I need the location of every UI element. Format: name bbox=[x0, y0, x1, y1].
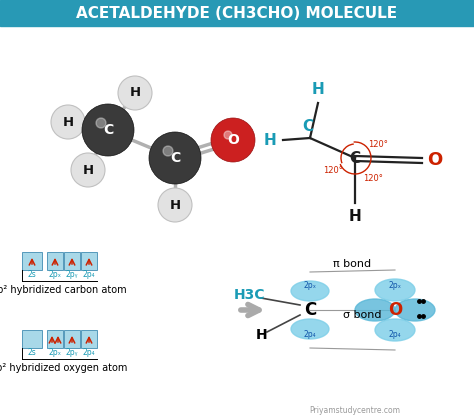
Text: 120°: 120° bbox=[363, 173, 383, 183]
Text: 120°: 120° bbox=[323, 166, 343, 174]
Text: C: C bbox=[103, 123, 113, 137]
Text: sp² hybridized carbon atom: sp² hybridized carbon atom bbox=[0, 285, 127, 295]
Text: H: H bbox=[169, 199, 181, 212]
Circle shape bbox=[118, 76, 152, 110]
Text: O: O bbox=[227, 133, 239, 147]
Text: ACETALDEHYDE (CH3CHO) MOLECULE: ACETALDEHYDE (CH3CHO) MOLECULE bbox=[76, 5, 398, 21]
Text: H3C: H3C bbox=[234, 288, 266, 302]
Circle shape bbox=[211, 118, 255, 162]
Circle shape bbox=[51, 105, 85, 139]
Circle shape bbox=[82, 104, 134, 156]
Text: 2pᵧ: 2pᵧ bbox=[66, 347, 78, 357]
Text: H: H bbox=[82, 163, 93, 176]
Ellipse shape bbox=[291, 281, 329, 301]
Text: 2pᵧ: 2pᵧ bbox=[66, 269, 78, 279]
Text: 2p₄: 2p₄ bbox=[82, 347, 95, 357]
Ellipse shape bbox=[355, 299, 395, 321]
Ellipse shape bbox=[375, 279, 415, 301]
Bar bbox=[81, 330, 97, 348]
Text: H: H bbox=[348, 209, 361, 223]
Text: sp² hybridized oxygen atom: sp² hybridized oxygen atom bbox=[0, 363, 128, 373]
Ellipse shape bbox=[395, 299, 435, 321]
Bar bbox=[0, 0, 474, 26]
Text: C: C bbox=[302, 119, 314, 134]
Bar bbox=[81, 252, 97, 270]
Text: 2pₓ: 2pₓ bbox=[48, 269, 62, 279]
Text: Priyamstudycentre.com: Priyamstudycentre.com bbox=[310, 406, 401, 414]
Text: 2pₓ: 2pₓ bbox=[303, 281, 317, 290]
Text: C: C bbox=[349, 150, 361, 166]
Text: 2pₓ: 2pₓ bbox=[389, 281, 401, 290]
Text: O: O bbox=[428, 151, 443, 169]
Text: σ bond: σ bond bbox=[343, 310, 382, 320]
Text: H: H bbox=[256, 328, 268, 342]
Text: 2s: 2s bbox=[27, 269, 36, 279]
Text: H: H bbox=[264, 132, 276, 147]
Circle shape bbox=[163, 146, 173, 156]
Bar bbox=[22, 252, 42, 270]
Text: 2p₄: 2p₄ bbox=[389, 330, 401, 339]
Bar bbox=[47, 252, 63, 270]
Text: 2p₄: 2p₄ bbox=[304, 330, 316, 339]
Bar bbox=[64, 330, 80, 348]
Text: 2pₓ: 2pₓ bbox=[48, 347, 62, 357]
Bar bbox=[47, 330, 63, 348]
Circle shape bbox=[71, 153, 105, 187]
Text: 2p₄: 2p₄ bbox=[82, 269, 95, 279]
Text: H: H bbox=[129, 86, 141, 99]
Circle shape bbox=[158, 188, 192, 222]
Text: 2s: 2s bbox=[27, 347, 36, 357]
Bar bbox=[64, 252, 80, 270]
Ellipse shape bbox=[375, 319, 415, 341]
Circle shape bbox=[96, 118, 106, 128]
Text: 120°: 120° bbox=[368, 140, 388, 148]
Bar bbox=[22, 330, 42, 348]
Ellipse shape bbox=[291, 319, 329, 339]
Text: C: C bbox=[304, 301, 316, 319]
Text: H: H bbox=[311, 83, 324, 98]
Text: C: C bbox=[170, 151, 180, 165]
Text: π bond: π bond bbox=[333, 259, 372, 269]
Text: H: H bbox=[63, 116, 73, 129]
Circle shape bbox=[224, 131, 232, 139]
Circle shape bbox=[149, 132, 201, 184]
Text: O: O bbox=[388, 301, 402, 319]
